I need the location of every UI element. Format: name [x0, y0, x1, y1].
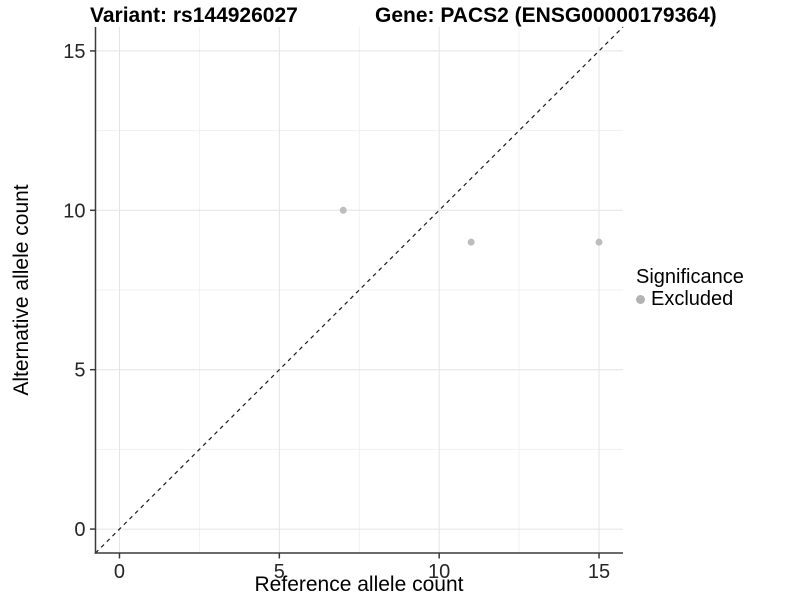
legend-entry-excluded: Excluded: [636, 288, 744, 310]
x-axis-title: Reference allele count: [254, 573, 464, 596]
excluded-point-icon: [636, 294, 645, 304]
x-tick-label: 0: [114, 561, 125, 583]
legend-title: Significance: [636, 266, 744, 288]
x-tick-label: 10: [428, 561, 450, 583]
gene-title: Gene: PACS2 (ENSG00000179364): [375, 4, 717, 27]
y-tick-label: 15: [63, 41, 85, 63]
x-tick-label: 5: [274, 561, 285, 583]
y-tick-label: 0: [74, 519, 85, 541]
variant-title: Variant: rs144926027: [90, 4, 298, 27]
y-tick-label: 5: [74, 360, 85, 382]
legend-entry-label: Excluded: [651, 288, 734, 310]
data-point: [339, 206, 347, 214]
legend: Significance Excluded: [636, 266, 744, 310]
y-axis-title: Alternative allele count: [10, 184, 33, 396]
y-tick-label: 10: [63, 200, 85, 222]
data-point: [467, 238, 475, 246]
x-tick-label: 15: [588, 561, 610, 583]
data-point: [595, 238, 603, 246]
